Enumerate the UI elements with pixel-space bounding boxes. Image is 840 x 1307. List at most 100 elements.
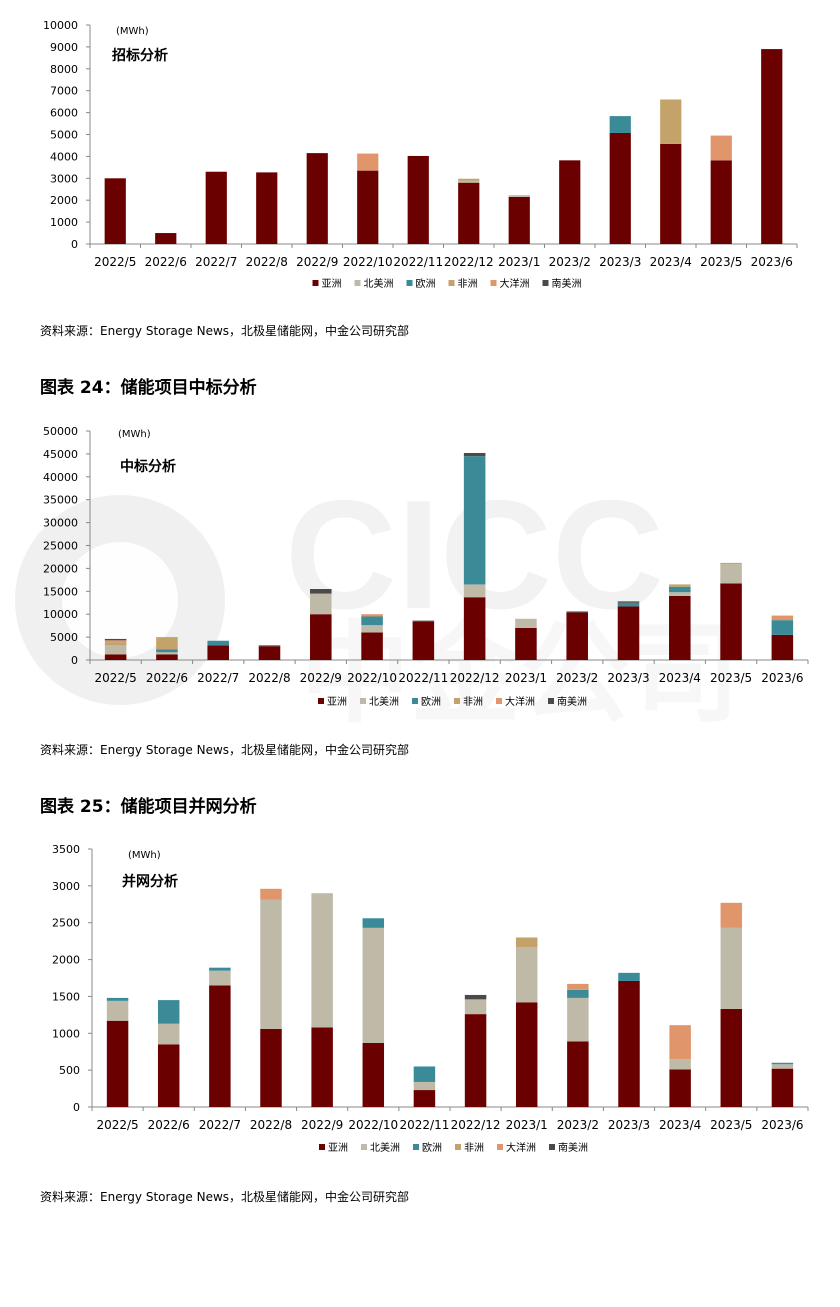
bar-segment (106, 1020, 129, 1107)
bar-segment (258, 646, 281, 660)
x-tick-label: 2022/9 (300, 671, 342, 685)
x-tick-label: 2023/1 (505, 671, 547, 685)
bar-segment (669, 595, 691, 660)
bar-segment (260, 888, 282, 900)
x-tick-label: 2022/11 (399, 1118, 449, 1132)
bar-segment (771, 1064, 794, 1069)
bar-segment (413, 1066, 436, 1082)
bar-segment (567, 989, 589, 998)
legend-label: 亚洲 (322, 278, 342, 290)
bar-segment (104, 640, 127, 643)
chart-title: 并网分析 (122, 873, 178, 890)
y-tick-label: 5000 (50, 129, 78, 142)
bar-segment (710, 160, 732, 244)
legend-label: 非洲 (458, 278, 478, 290)
x-tick-label: 2023/4 (650, 255, 692, 269)
bar-segment (771, 620, 794, 635)
bar-segment (559, 160, 581, 244)
bar-segment (209, 967, 231, 971)
x-tick-label: 2022/9 (301, 1118, 343, 1132)
unit-label: (MWh) (118, 429, 151, 440)
legend-swatch (454, 698, 460, 704)
x-tick-label: 2023/5 (700, 255, 742, 269)
x-tick-label: 2022/12 (451, 1118, 501, 1132)
bar-segment (361, 614, 383, 617)
legend-swatch (312, 280, 319, 286)
bar-segment (412, 621, 435, 660)
legend-label: 大洋洲 (500, 277, 530, 290)
bar-segment (362, 1042, 385, 1107)
y-tick-label: 0 (71, 238, 78, 251)
bar-segment (617, 606, 640, 660)
bar-segment (155, 233, 177, 244)
bar-segment (458, 180, 480, 183)
y-tick-label: 30000 (43, 517, 78, 530)
x-tick-label: 2022/8 (248, 671, 290, 685)
legend-label: 南美洲 (552, 277, 582, 290)
legend-label: 亚洲 (327, 696, 347, 708)
bar-segment (260, 899, 282, 1029)
bar-segment (104, 645, 127, 655)
bar-segment (260, 1028, 282, 1107)
x-tick-label: 2022/8 (246, 255, 288, 269)
bar-segment (669, 592, 691, 596)
bar-segment (157, 1000, 180, 1024)
x-tick-label: 2022/5 (94, 255, 136, 269)
legend-swatch (361, 1144, 367, 1150)
legend-label: 非洲 (464, 1142, 484, 1154)
bar-segment (310, 614, 332, 660)
bar-segment (515, 947, 538, 1003)
bar-segment (566, 611, 588, 613)
bar-segment (104, 642, 127, 646)
x-tick-label: 2022/8 (250, 1118, 292, 1132)
bar-segment (567, 983, 589, 990)
source-note-2: 资料来源：Energy Storage News，北极星储能网，中金公司研究部 (40, 743, 410, 757)
chart-title: 招标分析 (112, 47, 168, 64)
bar-segment (669, 1059, 691, 1070)
bar-segment (515, 627, 537, 660)
y-tick-label: 1500 (52, 990, 80, 1003)
legend-label: 欧洲 (416, 278, 436, 290)
legend-label: 南美洲 (557, 695, 587, 708)
bar-segment (720, 1008, 743, 1107)
x-tick-label: 2023/5 (710, 1118, 752, 1132)
bar-segment (567, 1041, 589, 1107)
legend-swatch (455, 1144, 461, 1150)
x-tick-label: 2023/3 (607, 671, 649, 685)
y-tick-label: 10000 (43, 19, 78, 32)
bar-segment (310, 589, 332, 594)
bar-segment (617, 602, 640, 607)
x-tick-label: 2022/6 (146, 671, 188, 685)
bar-segment (660, 143, 682, 244)
x-tick-label: 2022/6 (148, 1118, 190, 1132)
x-tick-label: 2022/7 (199, 1118, 241, 1132)
y-tick-label: 10000 (43, 608, 78, 621)
legend-label: 亚洲 (328, 1142, 348, 1154)
bar-segment (669, 584, 691, 587)
bar-segment (463, 456, 486, 585)
x-tick-label: 2022/9 (296, 255, 338, 269)
legend-label: 大洋洲 (506, 1141, 536, 1154)
bar-segment (156, 649, 178, 653)
unit-label: (MWh) (116, 26, 149, 37)
bar-segment (458, 182, 480, 244)
y-tick-label: 1000 (52, 1027, 80, 1040)
bar-segment (207, 640, 229, 646)
legend-swatch (448, 280, 455, 286)
bar-segment (463, 597, 486, 660)
award-analysis-chart: 0 5000 10000 15000 20000 25000 30000 35000 40000… (43, 425, 809, 708)
bar-segment (464, 994, 487, 1000)
y-tick-label: 15000 (43, 585, 78, 598)
bar-segment (464, 999, 487, 1015)
bar-segment (515, 618, 537, 628)
x-tick-label: 2022/10 (347, 671, 397, 685)
bar-segment (104, 178, 126, 244)
y-tick-label: 0 (71, 654, 78, 667)
bar-segment (771, 634, 794, 660)
y-tick-label: 3000 (50, 172, 78, 185)
y-tick-label: 50000 (43, 425, 78, 438)
bar-segment (258, 645, 281, 647)
bar-segment (660, 99, 682, 144)
bar-segment (361, 632, 383, 660)
x-tick-label: 2022/11 (398, 671, 448, 685)
